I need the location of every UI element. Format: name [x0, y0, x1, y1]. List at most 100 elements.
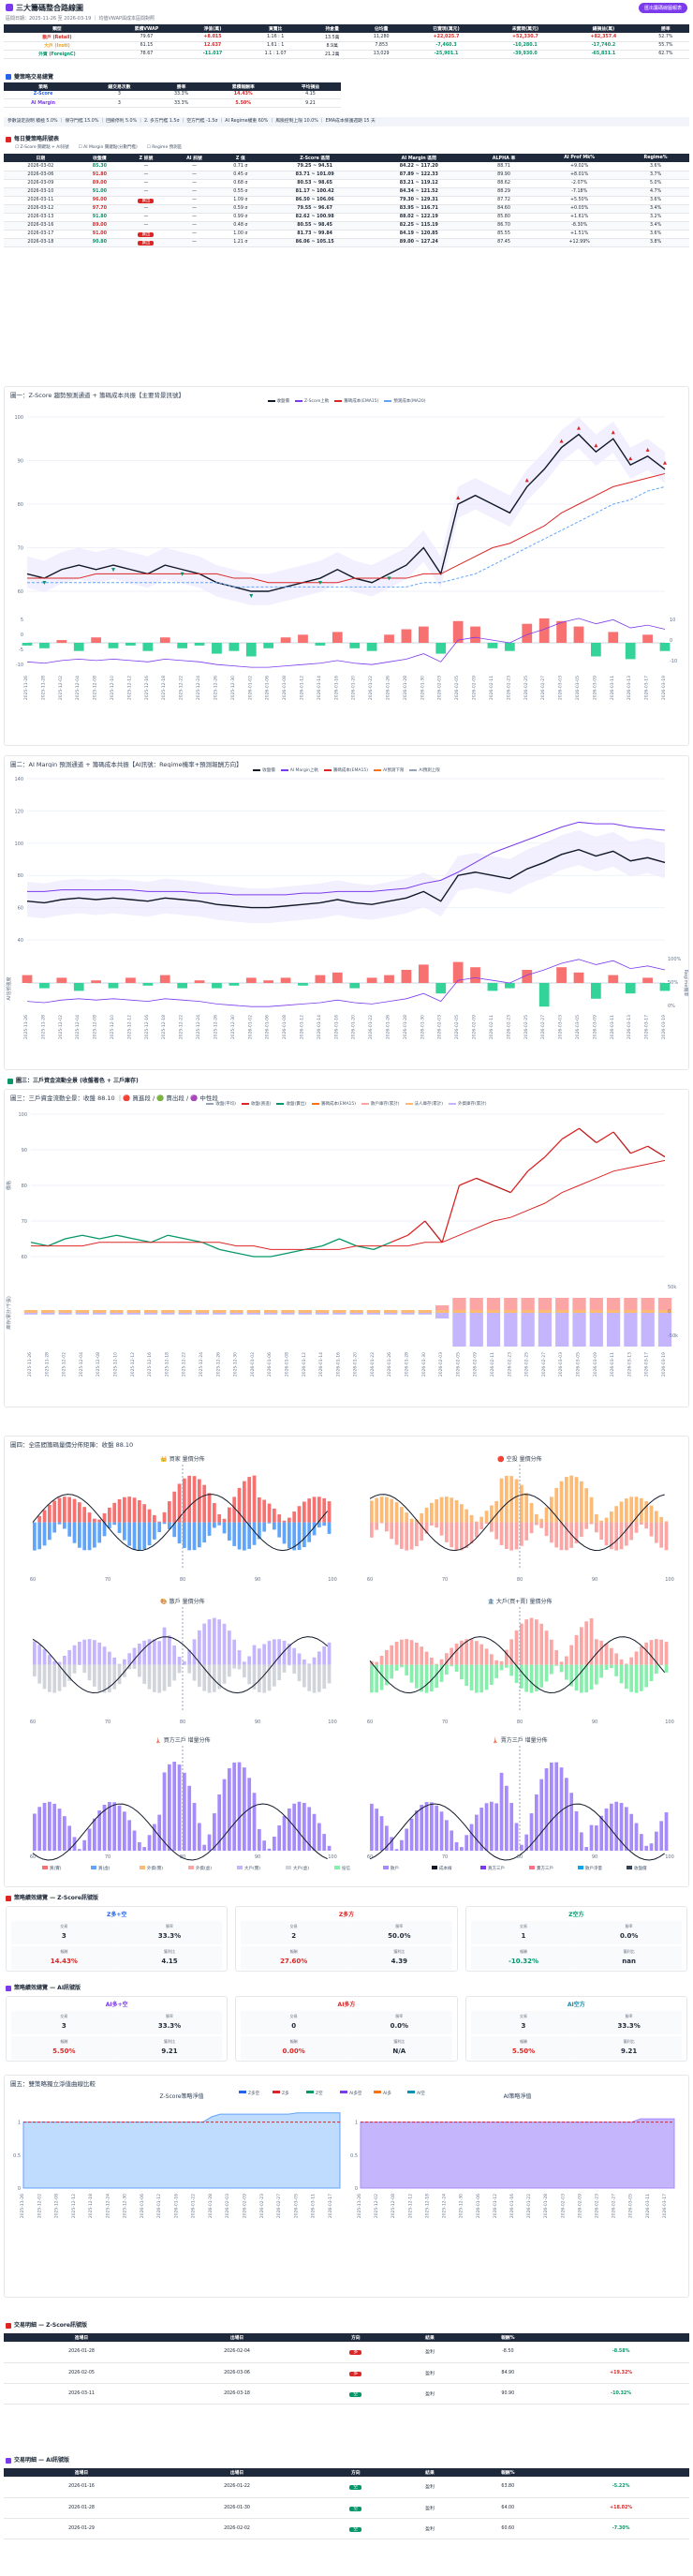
x-tick-label: 2026-03-17: [644, 1015, 650, 1039]
volume-bar: [91, 637, 101, 643]
dist-bar: [475, 1664, 479, 1693]
dist-bar: [484, 1648, 489, 1665]
dist-bar: [445, 1653, 449, 1665]
x-tick-label: 2025-12-12: [126, 676, 132, 700]
dist-bar: [262, 1522, 267, 1532]
signal-cell: 85.80: [470, 213, 538, 222]
dist-bar: [390, 1837, 394, 1851]
dist-bar: [420, 1804, 424, 1851]
dist-bar: [610, 1511, 613, 1523]
foreign-inventory-bar: [418, 1313, 432, 1315]
legend-item: 投信: [342, 1865, 350, 1871]
dist-bar: [499, 1772, 504, 1851]
dist-bar: [400, 1839, 404, 1851]
price-segment: [288, 1248, 305, 1254]
dist-bar: [273, 1836, 276, 1851]
dist-bar: [172, 1522, 177, 1538]
signal-cell: 0.45 σ: [218, 171, 263, 180]
x-tick-label: 2025-12-02: [62, 1352, 67, 1377]
direction-badge: 空: [349, 2391, 362, 2397]
summary-row: 外資 (ForeignC) 78.67 -11.017 1.1 : 1.07 21.2萬…: [4, 50, 689, 59]
dist-bar: [599, 1640, 604, 1665]
dist-bar: [595, 1522, 598, 1533]
x-tick-label: 2025-11-26: [23, 1015, 29, 1039]
dist-bar: [604, 1517, 609, 1523]
dist-bar: [82, 1639, 87, 1665]
dist-bar: [430, 1657, 434, 1665]
summary-header: 未實現(萬元): [485, 24, 566, 33]
x-tick-label: 2026-01-28: [405, 1352, 410, 1377]
dist-bar: [405, 1639, 409, 1665]
dist-bar: [72, 1498, 77, 1523]
x-tick-label: 2025-12-18: [161, 676, 167, 700]
equity-panel-title: Z-Score策略淨值: [160, 2092, 204, 2100]
dist-bar: [37, 1522, 42, 1550]
foreign-inventory-bar: [315, 1313, 330, 1315]
x-tick-label: 2026-02-11: [489, 676, 494, 700]
dist-bar: [207, 1619, 212, 1665]
dist-bar: [57, 1809, 62, 1851]
right-tick-label: 0: [668, 1309, 671, 1315]
dist-bar: [307, 1498, 312, 1523]
dist-bar: [97, 1642, 102, 1665]
strat-z-cards: Z多+空 交易 3 勝率 33.3% 報酬 14.43% 獲利比 4.15 Z多方 交易 2 勝率 50.…: [4, 1906, 689, 1972]
volume-bar: [538, 983, 550, 1007]
metric-value: 9.21: [161, 2047, 178, 2055]
dist-bar: [87, 1522, 92, 1551]
dist-bar: [490, 1801, 494, 1851]
x-tick-label: 70: [442, 1854, 448, 1860]
export-button[interactable]: 匯出籌碼線圖報表: [638, 2, 687, 13]
signal-tag[interactable]: ☐ Z-Score 關鍵點 + AI訊號: [15, 145, 69, 150]
dist-bar: [589, 1496, 594, 1523]
dist-bar: [445, 1522, 449, 1542]
legend-swatch: [374, 2091, 381, 2093]
metric-value: 0.00%: [282, 2047, 305, 2055]
price-segment: [390, 1234, 408, 1243]
insti-inventory-bar: [624, 1310, 638, 1313]
prediction-band: [27, 417, 665, 605]
dist-bar: [138, 1841, 141, 1851]
dist-bar: [37, 1664, 42, 1684]
insti-inventory-bar: [229, 1310, 243, 1313]
dist-bar: [415, 1809, 419, 1851]
dist-bar: [147, 1639, 152, 1665]
x-tick-label: 2026-01-20: [351, 676, 357, 700]
dist-bar: [439, 1659, 444, 1665]
volume-bar: [177, 983, 188, 989]
dist-bar: [509, 1522, 514, 1551]
x-tick-label: 2025-12-10: [112, 1352, 118, 1377]
metric-value: 1: [521, 1932, 526, 1940]
dist-bar: [168, 1501, 171, 1523]
dist-bar: [514, 1630, 519, 1665]
dist-bar: [202, 1623, 207, 1665]
signal-tag[interactable]: ☐ Regime 預測區: [146, 145, 183, 150]
signal-header: ALPHA 率: [470, 154, 538, 162]
x-tick-label: 2026-02-27: [541, 1352, 547, 1377]
foreign-inventory-bar: [366, 1313, 381, 1315]
dist-bar: [52, 1500, 57, 1523]
x-tick-label: 2025-11-26: [27, 1352, 33, 1377]
series-line: [27, 821, 666, 896]
x-tick-label: 2026-03-13: [627, 1352, 632, 1377]
dist-bar: [580, 1522, 583, 1537]
dist-bar: [267, 1664, 272, 1691]
signal-tag[interactable]: ☐ AI Margin 關鍵點(分數門檻): [78, 145, 138, 150]
chart3-section-title: 圖三：三戶資金流動全景 (收盤著色 + 三戶庫存): [6, 1076, 140, 1086]
y-tick-label: 90: [22, 1148, 27, 1154]
legend-swatch: [241, 1102, 249, 1105]
volume-bar: [159, 637, 170, 643]
chart1-panel: 圖一：Z-Score 趨勢預測通道 + 籌碼成本共振【主要背景訊號】 收盤價 Z-…: [4, 386, 689, 746]
x-tick-label: 2026-02-09: [473, 1352, 479, 1377]
dist-bar: [222, 1522, 227, 1534]
dist-bar: [162, 1522, 167, 1525]
dist-bar: [282, 1815, 287, 1851]
dist-bar: [108, 1507, 111, 1523]
sub-axis-title: 庫存(累計/千張): [6, 1296, 12, 1330]
dist-bar: [258, 1648, 261, 1665]
signal-cell: 89.00 ~ 127.24: [366, 238, 471, 247]
legend-item: 買方三戶: [488, 1865, 505, 1871]
signal-row: 2026-03-06 91.80— —0.45 σ 83.71 ~ 101.09 87.…: [4, 171, 689, 180]
summary-cell: 55.7%: [641, 41, 689, 51]
dist-bar: [469, 1824, 474, 1851]
x-tick-label: 90: [592, 1854, 597, 1860]
